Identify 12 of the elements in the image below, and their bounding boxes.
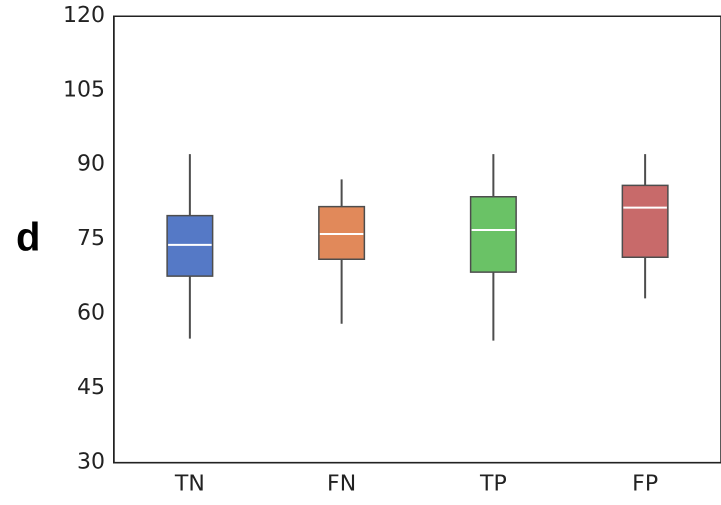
x-tick-label: TN	[174, 472, 205, 497]
y-tick-label: 75	[76, 226, 105, 252]
x-tick-label: FN	[327, 472, 356, 497]
y-tick-label: 120	[62, 2, 105, 28]
x-tick-label: FP	[632, 472, 658, 497]
y-tick-label: 105	[62, 77, 105, 102]
text: d	[16, 215, 40, 260]
y-tick-label: 90	[76, 152, 105, 177]
x-tick-label: TP	[479, 472, 507, 497]
y-tick-label: 45	[76, 374, 105, 400]
y-tick-label: 30	[76, 449, 105, 474]
y-tick-label: 60	[76, 300, 105, 326]
